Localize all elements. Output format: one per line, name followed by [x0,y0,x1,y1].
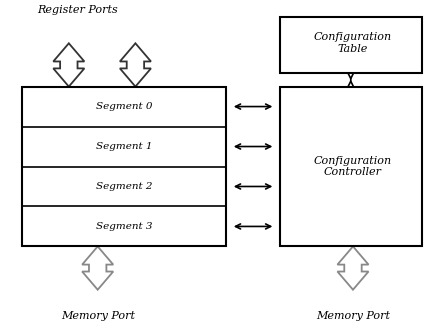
Bar [280,17,422,73]
Polygon shape [82,246,113,290]
Text: Segment 2: Segment 2 [96,182,153,191]
Polygon shape [120,43,151,87]
Polygon shape [53,43,84,87]
Text: Segment 0: Segment 0 [96,102,153,111]
Text: Configuration
Controller: Configuration Controller [314,156,392,177]
Text: Segment 3: Segment 3 [96,222,153,231]
Text: Configuration
Table: Configuration Table [314,33,392,54]
Bar [22,87,226,246]
Polygon shape [337,246,369,290]
Text: Memory Port: Memory Port [61,311,135,321]
Bar [280,87,422,246]
Text: Memory Port: Memory Port [316,311,390,321]
Text: Register Ports: Register Ports [37,5,118,15]
Text: Segment 1: Segment 1 [96,142,153,151]
